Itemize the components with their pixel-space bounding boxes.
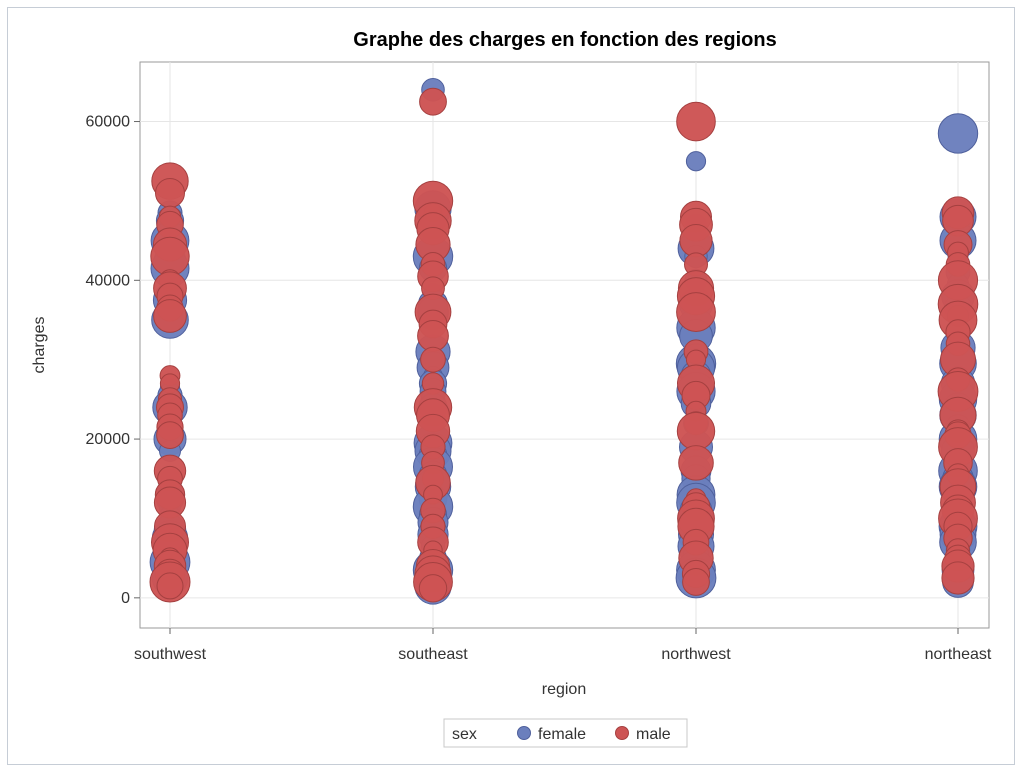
legend-title: sex (452, 726, 477, 743)
legend-marker-female (517, 726, 531, 740)
chart-title: Graphe des charges en fonction des regio… (353, 29, 776, 51)
point-male (420, 346, 446, 373)
legend-box (443, 718, 688, 748)
legend-label-male: male (636, 726, 671, 743)
y-tick-label: 20000 (86, 431, 131, 448)
plot-border (139, 61, 990, 629)
point-male (153, 299, 187, 333)
point-male (676, 101, 716, 142)
point-male (676, 411, 716, 451)
point-male (682, 568, 710, 596)
y-tick-label: 0 (121, 590, 130, 607)
axes: 0 20000 40000 60000 southwest southeast northw… (86, 114, 992, 663)
legend-label-female: female (538, 726, 586, 743)
x-tick-label: northwest (661, 646, 731, 663)
point-male (941, 561, 975, 595)
data-points (149, 77, 979, 605)
plot-area (139, 61, 990, 629)
point-male (418, 574, 448, 603)
legend-marker-male (615, 726, 629, 740)
point-female (685, 151, 707, 172)
point-female (937, 113, 979, 154)
x-axis-label: region (542, 681, 586, 698)
point-male (679, 224, 713, 258)
point-male (156, 572, 184, 600)
x-tick-label: southwest (134, 646, 207, 663)
x-tick-label: northeast (925, 646, 992, 663)
point-male (676, 292, 716, 332)
point-male (678, 445, 714, 481)
point-male (156, 421, 184, 449)
y-axis-label: charges (31, 317, 48, 374)
legend: sex female male (443, 718, 688, 748)
point-male (419, 87, 447, 116)
point-male (417, 319, 449, 352)
y-tick-label: 40000 (86, 272, 131, 289)
point-male (155, 177, 185, 208)
x-tick-label: southeast (398, 646, 468, 663)
y-tick-label: 60000 (86, 114, 131, 131)
